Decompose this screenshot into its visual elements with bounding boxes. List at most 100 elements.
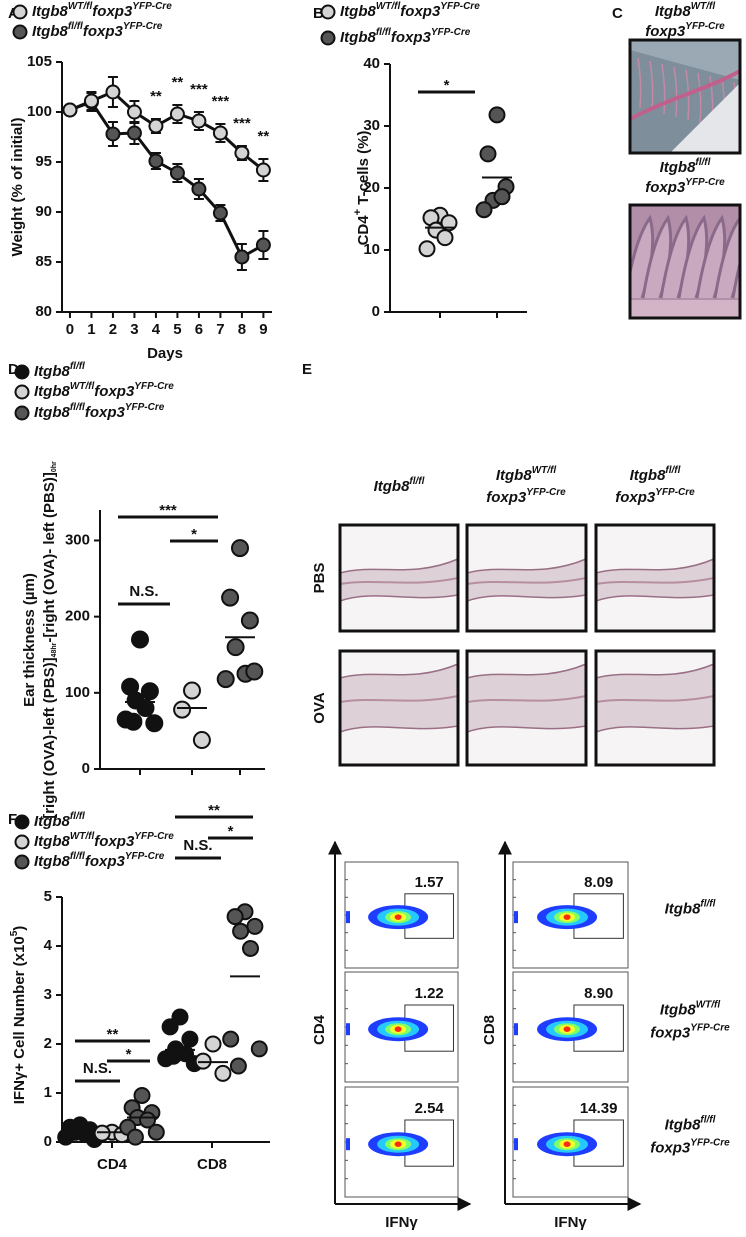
gate-value: 14.39 — [580, 1100, 618, 1117]
edge-events — [514, 1023, 518, 1036]
text-part: YFP-Cre — [655, 487, 695, 498]
point — [234, 145, 250, 161]
y-tick-label: 10 — [363, 241, 380, 258]
dot — [164, 1047, 182, 1065]
text-part: WT/fl — [68, 1, 93, 12]
y-tick-label: 200 — [65, 608, 90, 625]
y-axis-label: Ear thickness (µm) — [21, 573, 38, 707]
genotype-label: Itgb8fl/fl — [660, 157, 711, 176]
text-part: foxp3 — [486, 489, 527, 506]
significance-stars: *** — [190, 81, 208, 98]
column-header: Itgb8fl/fl — [630, 465, 681, 484]
ear-section — [596, 663, 714, 733]
y-tick-label: 4 — [44, 937, 53, 954]
ear-section — [467, 663, 586, 733]
legend-entry: Itgb8fl/flfoxp3YFP-Cre — [32, 21, 163, 40]
legend-entry: Itgb8fl/flfoxp3YFP-Cre — [34, 402, 165, 421]
frame — [465, 523, 588, 633]
point — [169, 165, 185, 181]
text-part: YFP-Cre — [690, 1022, 730, 1033]
legend-marker — [14, 384, 30, 400]
dot — [145, 714, 164, 733]
legend-marker — [14, 854, 30, 870]
y-tick-label: 300 — [65, 531, 90, 548]
tissue — [467, 651, 586, 765]
text-part: WT/fl — [70, 381, 95, 392]
dot — [488, 106, 506, 124]
crypt — [637, 57, 642, 109]
significance-label: * — [444, 77, 450, 94]
x-tick-label: 7 — [216, 321, 224, 338]
text-part: foxp3 — [650, 1024, 691, 1041]
frame — [338, 523, 460, 633]
y-axis-label: CD4+ T-cells (%) — [352, 131, 372, 246]
histology-image — [628, 203, 742, 320]
dot — [181, 1030, 199, 1048]
point — [191, 181, 207, 197]
text-part: fl/fl — [700, 1114, 715, 1125]
edge-events — [346, 911, 350, 924]
text-part: YFP-Cre — [440, 1, 480, 12]
text-part: Itgb8 — [34, 404, 70, 421]
density — [394, 914, 402, 920]
text-part: Itgb8 — [340, 3, 376, 20]
y-tick-label: 100 — [65, 684, 90, 701]
significance-label: N.S. — [183, 837, 212, 854]
text-part: 48hr — [51, 642, 58, 657]
text-part: Itgb8 — [34, 383, 70, 400]
point — [126, 125, 142, 141]
legend-entry: Itgb8WT/flfoxp3YFP-Cre — [34, 381, 174, 400]
tissue — [467, 525, 586, 631]
text-part: Itgb8 — [374, 478, 410, 495]
legend-marker — [320, 30, 336, 46]
density — [563, 1141, 571, 1147]
point — [62, 102, 78, 118]
y-axis-label: CD8 — [481, 1015, 498, 1045]
text-part: Itgb8 — [665, 901, 701, 918]
legend-marker — [12, 4, 28, 20]
panel-letter: E — [302, 361, 312, 378]
text-part: YFP-Cre — [132, 1, 172, 12]
text-part: WT/fl — [696, 999, 721, 1010]
y-axis-label: IFNγ+ Cell Number (x105) — [9, 926, 28, 1105]
point — [105, 84, 121, 100]
significance-label: * — [126, 1046, 132, 1063]
cartilage — [340, 577, 458, 585]
text-part: foxp3 — [391, 29, 432, 46]
column-header: foxp3YFP-Cre — [615, 487, 695, 506]
series-line — [69, 100, 265, 260]
dot — [204, 1035, 222, 1053]
x-axis-label: IFNγ — [554, 1214, 587, 1231]
dot — [222, 1030, 240, 1048]
edge-events — [346, 1023, 350, 1036]
histology-image — [628, 38, 742, 155]
row-label: Itgb8fl/fl — [665, 1114, 716, 1133]
dot — [192, 731, 211, 750]
text-part: + — [352, 209, 364, 215]
y-tick-label: 20 — [363, 179, 380, 196]
legend-marker — [320, 4, 336, 20]
legend-marker — [14, 405, 30, 421]
panel-letter: D — [8, 361, 19, 378]
dot — [136, 699, 155, 718]
ear-section — [467, 558, 586, 602]
dot — [124, 712, 143, 731]
histology-image — [465, 649, 588, 767]
panel-letter: F — [8, 811, 17, 828]
dot — [131, 630, 149, 649]
text-part: foxp3 — [85, 404, 126, 421]
text-part: Itgb8 — [660, 1001, 696, 1018]
crypt — [697, 72, 702, 124]
text-part: Itgb8 — [32, 3, 68, 20]
y-tick-label: 85 — [35, 253, 52, 270]
x-tick-label: 0 — [66, 321, 74, 338]
dot — [479, 145, 497, 163]
y-tick-label: 2 — [44, 1035, 52, 1052]
text-part: 0hr — [51, 461, 58, 472]
x-tick-label: 9 — [259, 321, 267, 338]
histology-image — [338, 649, 460, 767]
text-part: YFP-Cre — [134, 381, 174, 392]
row-label: OVA — [311, 692, 328, 724]
gate-value: 8.09 — [584, 874, 613, 891]
